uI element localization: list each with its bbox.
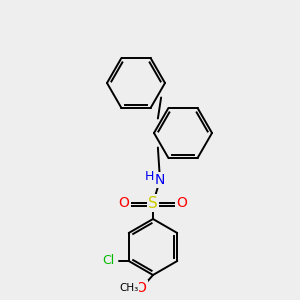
Text: O: O [136,281,146,295]
Text: S: S [148,196,158,211]
Text: N: N [155,173,165,187]
Text: Cl: Cl [103,254,115,268]
Text: O: O [177,196,188,210]
Text: O: O [118,196,129,210]
Text: H: H [144,169,154,182]
Text: CH₃: CH₃ [119,283,139,293]
